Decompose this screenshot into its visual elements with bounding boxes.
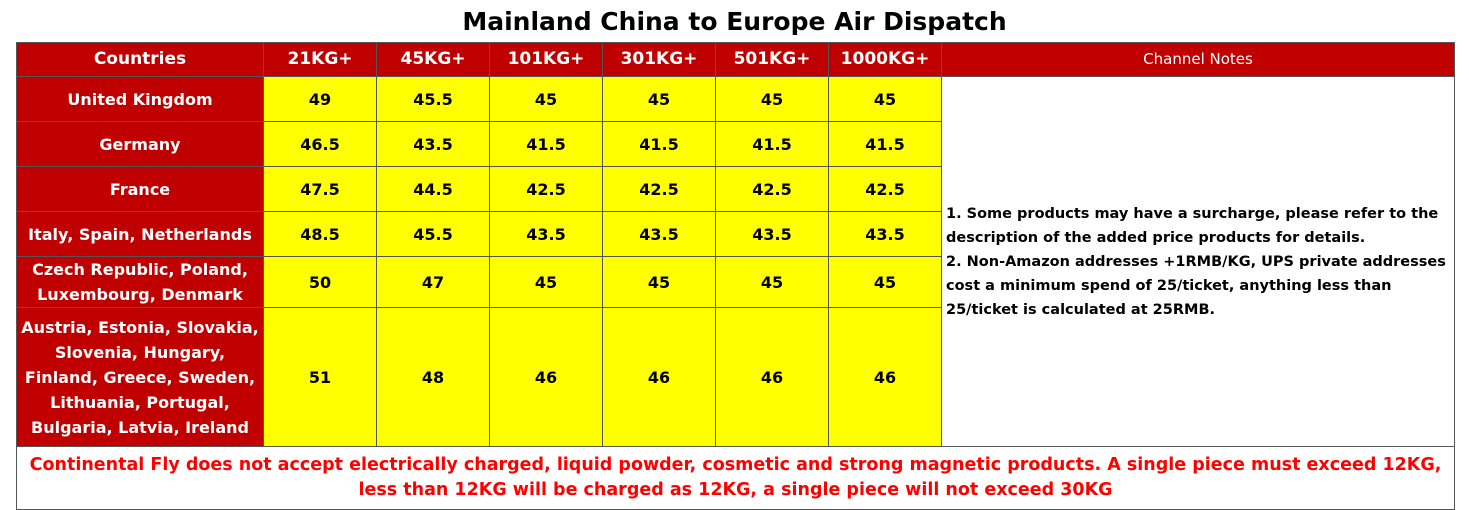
data-row: Austria, Estonia, Slovakia, Slovenia, Hu… [16, 307, 1455, 447]
price-cell: 43.5 [376, 121, 490, 167]
footer-note: Continental Fly does not accept electric… [16, 446, 1455, 510]
notes-cell: 1. Some products may have a surcharge, p… [941, 76, 1455, 447]
price-cell: 45 [489, 76, 603, 122]
note: 1. Some products may have a surcharge, p… [946, 205, 1439, 246]
price-cell: 46 [602, 307, 716, 447]
data-row: Czech Republic, Poland, Luxembourg, Denm… [16, 256, 1455, 308]
country-cell: Italy, Spain, Netherlands [16, 211, 264, 257]
price-cell: 41.5 [828, 121, 942, 167]
header-cell: 1000KG+ [828, 42, 942, 77]
title: Mainland China to Europe Air Dispatch [462, 7, 1007, 36]
country-cell: United Kingdom [16, 76, 264, 122]
price-cell: 45 [828, 256, 942, 308]
header-cell: 301KG+ [602, 42, 716, 77]
table-body: Countries 21KG+ 45KG+ 101KG+ 301KG+ 501K… [16, 42, 1455, 510]
country-cell: Austria, Estonia, Slovakia, Slovenia, Hu… [16, 307, 264, 447]
price-cell: 44.5 [376, 166, 490, 212]
header-cell: Channel Notes [941, 42, 1455, 77]
price-cell: 41.5 [489, 121, 603, 167]
header-cell: 501KG+ [715, 42, 829, 77]
data-row: United Kingdom 49 45.5 45 45 45 45 1. Some prod… [16, 76, 1455, 447]
price-cell: 45 [489, 256, 603, 308]
price-cell: 41.5 [602, 121, 716, 167]
price-cell: 43.5 [715, 211, 829, 257]
header-cell: 45KG+ [376, 42, 490, 77]
price-cell: 45 [715, 76, 829, 122]
price-cell: 50 [263, 256, 377, 308]
price-cell: 47 [376, 256, 490, 308]
footer-row: Continental Fly does not accept electric… [16, 446, 1455, 510]
price-cell: 48.5 [263, 211, 377, 257]
price-cell: 45.5 [376, 76, 490, 122]
price-cell: 45 [602, 256, 716, 308]
country-cell: Czech Republic, Poland, Luxembourg, Denm… [16, 256, 264, 308]
price-cell: 46 [489, 307, 603, 447]
price-cell: 45 [715, 256, 829, 308]
price-cell: 43.5 [828, 211, 942, 257]
header-cell: Countries [16, 42, 264, 77]
price-cell: 47.5 [263, 166, 377, 212]
price-cell: 41.5 [715, 121, 829, 167]
price-cell: 45.5 [376, 211, 490, 257]
price-cell: 45 [602, 76, 716, 122]
price-cell: 48 [376, 307, 490, 447]
price-cell: 43.5 [602, 211, 716, 257]
header-cell: 21KG+ [263, 42, 377, 77]
price-cell: 49 [263, 76, 377, 122]
header-cell: 101KG+ [489, 42, 603, 77]
price-cell: 51 [263, 307, 377, 447]
data-row: France 47.5 44.5 42.5 42.5 42.5 42.5 [16, 166, 1455, 212]
price-cell: 46 [715, 307, 829, 447]
price-cell: 42.5 [715, 166, 829, 212]
data-row: Italy, Spain, Netherlands 48.5 45.5 43.5 43.… [16, 211, 1455, 257]
price-cell: 42.5 [828, 166, 942, 212]
country-cell: Germany [16, 121, 264, 167]
price-cell: 42.5 [489, 166, 603, 212]
price-cell: 46.5 [263, 121, 377, 167]
price-table: Countries 21KG+ 45KG+ 101KG+ 301KG+ 501K… [16, 42, 1455, 510]
price-cell: 45 [828, 76, 942, 122]
price-cell: 46 [828, 307, 942, 447]
header-row: Countries 21KG+ 45KG+ 101KG+ 301KG+ 501K… [16, 42, 1455, 77]
price-cell: 43.5 [489, 211, 603, 257]
note: 2. Non-Amazon addresses +1RMB/KG, UPS pr… [946, 253, 1446, 318]
price-cell: 42.5 [602, 166, 716, 212]
data-row: Germany 46.5 43.5 41.5 41.5 41.5 41.5 [16, 121, 1455, 167]
country-cell: France [16, 166, 264, 212]
